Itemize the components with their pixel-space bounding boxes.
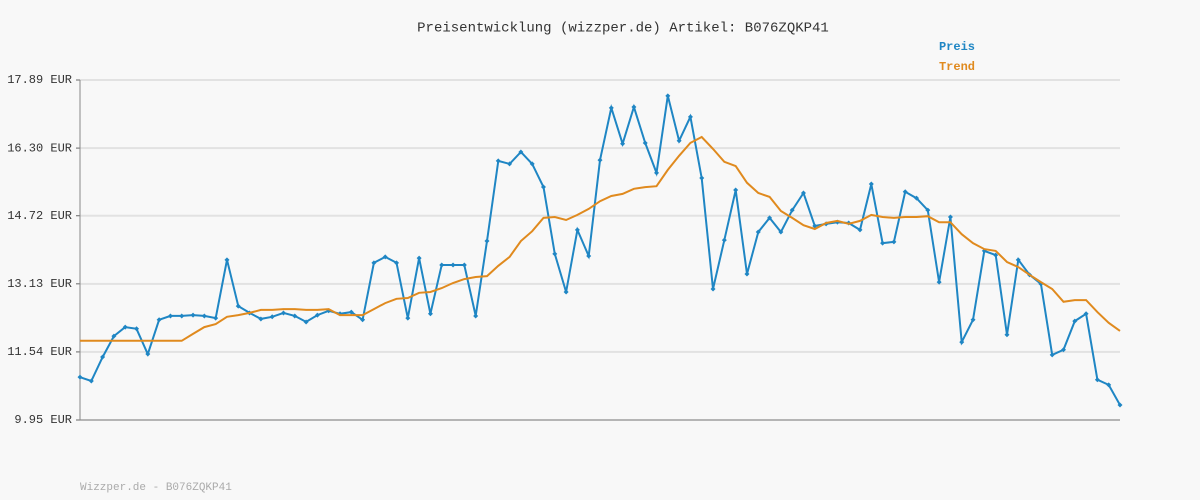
point-marker <box>394 260 400 266</box>
point-marker <box>552 251 558 257</box>
point-marker <box>959 339 965 345</box>
point-marker <box>201 313 207 319</box>
point-marker <box>484 238 490 244</box>
point-marker <box>800 190 806 196</box>
point-marker <box>529 161 535 167</box>
point-marker <box>1083 311 1089 317</box>
point-marker <box>507 161 513 167</box>
point-marker <box>1094 377 1100 383</box>
point-marker <box>631 104 637 110</box>
point-marker <box>382 254 388 260</box>
point-marker <box>970 317 976 323</box>
point-marker <box>540 184 546 190</box>
point-marker <box>880 240 886 246</box>
point-marker <box>145 351 151 357</box>
point-marker <box>100 354 106 360</box>
y-tick-label: 11.54 EUR <box>7 345 72 359</box>
point-marker <box>563 289 569 295</box>
point-marker <box>518 149 524 155</box>
point-marker <box>857 227 863 233</box>
legend-label: Preis <box>939 40 975 54</box>
point-marker <box>710 286 716 292</box>
point-marker <box>620 141 626 147</box>
point-marker <box>1106 382 1112 388</box>
point-marker <box>235 303 241 309</box>
series-line <box>80 135 1121 342</box>
point-marker <box>778 229 784 235</box>
point-marker <box>269 314 275 320</box>
point-marker <box>608 105 614 111</box>
point-marker <box>676 138 682 144</box>
point-marker <box>744 271 750 277</box>
y-tick-label: 16.30 EUR <box>7 141 72 155</box>
point-marker <box>179 313 185 319</box>
chart-title: Preisentwicklung (wizzper.de) Artikel: B… <box>417 21 829 37</box>
point-marker <box>1117 402 1123 408</box>
point-marker <box>721 237 727 243</box>
point-marker <box>789 207 795 213</box>
point-marker <box>914 195 920 201</box>
y-tick-label: 13.13 EUR <box>7 277 72 291</box>
point-marker <box>348 309 354 315</box>
point-marker <box>473 313 479 319</box>
point-marker <box>868 181 874 187</box>
point-marker <box>495 158 501 164</box>
point-marker <box>213 315 219 321</box>
point-marker <box>642 140 648 146</box>
point-marker <box>687 114 693 120</box>
y-tick-label: 9.95 EUR <box>14 413 72 427</box>
point-marker <box>891 239 897 245</box>
point-marker <box>586 253 592 259</box>
point-marker <box>1004 332 1010 338</box>
point-marker <box>427 311 433 317</box>
point-marker <box>122 324 128 330</box>
point-marker <box>936 279 942 285</box>
point-marker <box>993 252 999 258</box>
point-marker <box>755 229 761 235</box>
point-marker <box>733 187 739 193</box>
point-marker <box>461 262 467 268</box>
point-marker <box>258 316 264 322</box>
point-marker <box>360 317 366 323</box>
point-marker <box>416 255 422 261</box>
point-marker <box>1072 318 1078 324</box>
point-marker <box>167 313 173 319</box>
point-marker <box>156 317 162 323</box>
point-marker <box>88 378 94 384</box>
point-marker <box>371 260 377 266</box>
point-marker <box>134 326 140 332</box>
point-marker <box>292 313 298 319</box>
point-marker <box>439 262 445 268</box>
point-marker <box>767 215 773 221</box>
point-marker <box>597 157 603 163</box>
point-marker <box>314 312 320 318</box>
point-marker <box>224 257 230 263</box>
point-marker <box>902 189 908 195</box>
point-marker <box>1060 347 1066 353</box>
point-marker <box>699 175 705 181</box>
point-marker <box>665 93 671 99</box>
point-marker <box>1015 257 1021 263</box>
point-marker <box>405 315 411 321</box>
y-tick-label: 17.89 EUR <box>7 73 72 87</box>
point-marker <box>574 227 580 233</box>
footer: Wizzper.de - B076ZQKP41 <box>80 482 232 494</box>
point-marker <box>190 312 196 318</box>
legend-label: Trend <box>939 60 975 74</box>
point-marker <box>925 207 931 213</box>
point-marker <box>450 262 456 268</box>
point-marker <box>77 374 83 380</box>
point-marker <box>654 170 660 176</box>
point-marker <box>947 214 953 220</box>
y-tick-label: 14.72 EUR <box>7 209 72 223</box>
point-marker <box>280 310 286 316</box>
point-marker <box>1049 352 1055 358</box>
point-marker <box>111 333 117 339</box>
point-marker <box>303 319 309 325</box>
